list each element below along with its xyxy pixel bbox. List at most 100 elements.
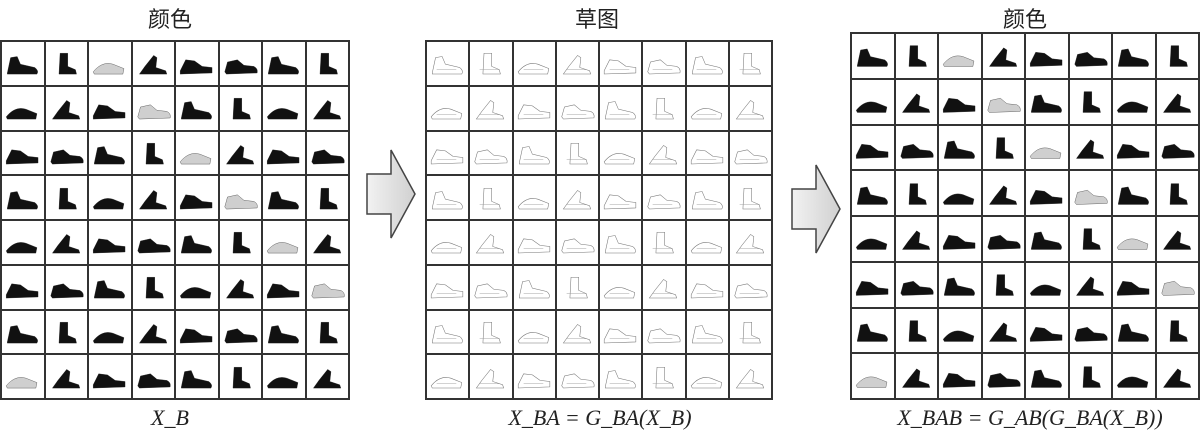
shoe-icon [479,53,502,75]
grid-cell [176,355,218,398]
shoe-icon [603,328,637,344]
shoe-icon [1117,239,1149,251]
shoe-icon [267,108,299,120]
grid-cell [982,34,1024,78]
grid-cell [219,265,261,309]
shoe-icon [479,187,502,209]
right-arrow-icon [366,149,416,239]
shoe-icon [943,372,976,388]
grid-cell [729,86,771,130]
grid-cell [686,176,728,219]
grid-cell [470,265,512,309]
shoe-icon [311,149,345,165]
grid-cell [1026,308,1068,353]
grid-cell [89,131,131,175]
shoe-icon [145,142,164,165]
shoe-icon [1031,369,1062,388]
grid-cell [852,34,894,78]
shoe-icon [267,376,299,388]
grid-cell [1069,125,1111,170]
shoe-icon [180,194,213,209]
grid-cell [1026,125,1068,170]
grid-cell [939,217,981,261]
shoe-icon [517,197,549,209]
shoe-icon [856,281,889,296]
shoe-icon [690,283,723,299]
shoe-icon [734,283,768,299]
grid-cell [132,355,174,398]
panel-caption-left: X_B [151,405,189,430]
grid-cell [686,355,728,398]
grid-cell [219,42,261,85]
grid-cell [45,221,87,264]
grid-cell [939,308,981,353]
grid-cell [686,86,728,130]
shoe-grid-color-reconstructed [850,32,1200,400]
grid-cell [45,131,87,175]
grid-cell [89,176,131,219]
grid-cell [132,42,174,85]
grid-cell [470,310,512,354]
grid-cell [1026,34,1068,78]
grid-cell [729,355,771,398]
grid-cell [2,310,44,354]
shoe-icon [51,234,80,254]
grid-cell [939,354,981,398]
shoe-icon [311,283,345,299]
grid-cell [600,86,642,130]
shoe-icon [1082,366,1101,388]
grid-cell [513,176,555,219]
grid-cell [1156,217,1198,261]
shoe-icon [1117,143,1150,159]
shoe-icon [605,235,636,254]
grid-cell [729,265,771,309]
grid-cell [427,42,469,85]
grid-cell [263,176,305,219]
grid-cell [686,221,728,264]
grid-cell [1069,354,1111,398]
grid-cell [263,265,305,309]
shoe-icon [995,274,1014,296]
shoe-icon [1074,326,1108,342]
shoe-icon [1031,94,1062,113]
shoe-icon [7,190,38,209]
grid-cell [45,176,87,219]
shoe-icon [562,189,591,209]
grid-cell [729,131,771,175]
shoe-icon [58,53,77,75]
grid-cell [1113,354,1155,398]
shoe-icon [312,100,341,120]
grid-cell [982,125,1024,170]
grid-cell [852,125,894,170]
shoe-icon [1161,281,1195,296]
grid-cell [513,355,555,398]
shoe-icon [180,287,212,299]
grid-cell [427,355,469,398]
shoe-icon [476,100,505,120]
grid-cell [470,221,512,264]
grid-cell [513,42,555,85]
grid-cell [895,308,937,353]
shoe-icon [857,49,888,68]
shoe-icon [562,55,591,75]
grid-cell [600,176,642,219]
panel-title-middle: 草图 [574,8,619,33]
grid-cell [513,221,555,264]
shoe-icon [517,63,549,75]
shoe-icon [267,283,300,299]
grid-cell [132,265,174,309]
shoe-icon [987,98,1021,113]
grid-cell [176,131,218,175]
shoe-icon [50,149,84,165]
shoe-icon [603,152,636,165]
shoe-icon [267,149,300,165]
grid-cell [306,310,348,354]
grid-cell [1156,262,1198,307]
shoe-icon [268,325,299,344]
grid-cell [895,79,937,124]
shoe-icon [1030,147,1062,159]
grid-cell [895,354,937,398]
grid-cell [45,86,87,130]
grid-cell [1026,79,1068,124]
shoe-icon [430,283,464,299]
